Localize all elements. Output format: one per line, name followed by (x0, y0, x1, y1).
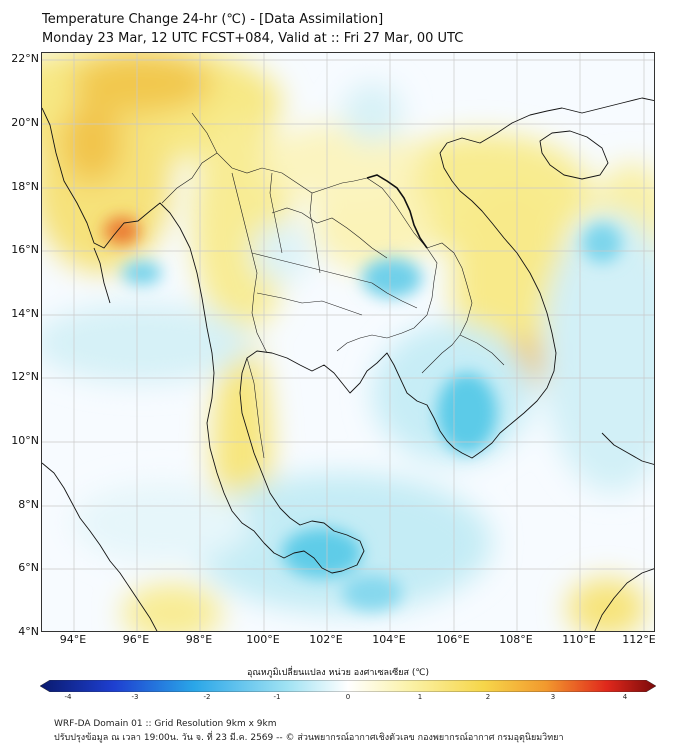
lon-label-108e: 108°E (499, 633, 533, 646)
graticule (42, 53, 654, 631)
map-subtitle: Monday 23 Mar, 12 UTC FCST+084, Valid at… (42, 31, 464, 46)
colorbar-tick: -4 (64, 693, 72, 701)
temperature-field-extremes (104, 217, 622, 611)
temperature-map (42, 53, 654, 631)
lat-label-18n: 18°N (11, 180, 39, 193)
coastlines (42, 97, 654, 631)
colorbar-tick: 0 (345, 693, 351, 701)
thai-laos-border (366, 174, 428, 249)
lat-label-22n: 22°N (11, 52, 39, 65)
lat-label-6n: 6°N (18, 561, 39, 574)
colorbar-tick: -1 (273, 693, 281, 701)
colorbar (40, 680, 656, 692)
lon-label-104e: 104°E (372, 633, 406, 646)
colorbar-gradient (40, 680, 656, 692)
lat-label-14n: 14°N (11, 307, 39, 320)
colorbar-tick: 2 (485, 693, 491, 701)
colorbar-tick: 1 (417, 693, 423, 701)
lon-label-98e: 98°E (185, 633, 213, 646)
lon-label-96e: 96°E (122, 633, 150, 646)
colorbar-tick: 4 (622, 693, 628, 701)
lon-label-102e: 102°E (309, 633, 343, 646)
map-title: Temperature Change 24-hr (℃) - [Data Ass… (42, 12, 384, 27)
colorbar-tick: -3 (131, 693, 139, 701)
colorbar-tick: -2 (203, 693, 211, 701)
colorbar-tick: 3 (550, 693, 556, 701)
lat-label-4n: 4°N (18, 625, 39, 638)
map-panel[interactable] (41, 52, 655, 632)
lat-label-12n: 12°N (11, 370, 39, 383)
colorbar-label: อุณหภูมิเปลี่ยนแปลง หน่วย องศาเซลเซียส (… (246, 668, 430, 678)
lon-label-94e: 94°E (59, 633, 87, 646)
lon-label-112e: 112°E (622, 633, 656, 646)
lon-label-106e: 106°E (436, 633, 470, 646)
lon-label-110e: 110°E (562, 633, 596, 646)
footer-credit: ปรับปรุงข้อมูล ณ เวลา 19:00น. วัน จ. ที่… (54, 733, 564, 743)
admin-borders (161, 112, 505, 459)
lat-label-10n: 10°N (11, 434, 39, 447)
lat-label-16n: 16°N (11, 243, 39, 256)
lon-label-100e: 100°E (246, 633, 280, 646)
footer-model-info: WRF-DA Domain 01 :: Grid Resolution 9km … (54, 719, 277, 729)
lat-label-8n: 8°N (18, 498, 39, 511)
lat-label-20n: 20°N (11, 116, 39, 129)
